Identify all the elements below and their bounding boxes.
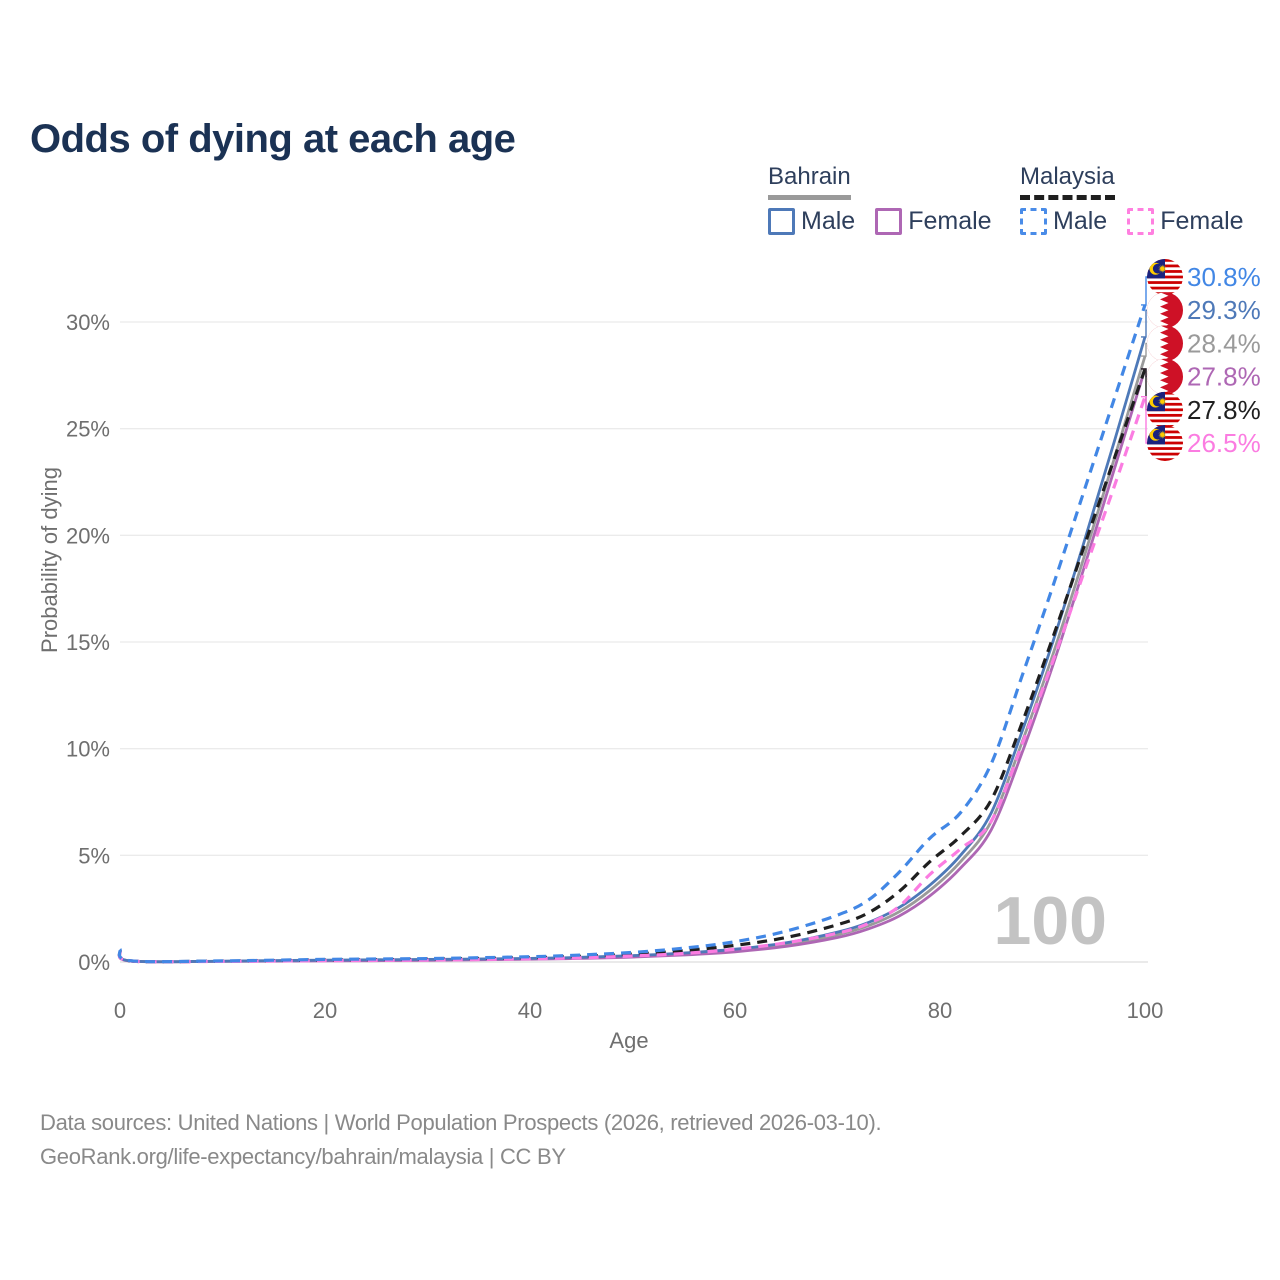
end-label-value-bahrain-male: 29.3% bbox=[1187, 295, 1261, 325]
series-line-malaysia-male bbox=[117, 304, 1147, 964]
x-tick-label: 40 bbox=[518, 998, 542, 1023]
malaysia-female-swatch-icon bbox=[1127, 208, 1155, 235]
age-watermark: 100 bbox=[994, 883, 1107, 959]
malaysia-flag-icon bbox=[1147, 391, 1183, 428]
bahrain-flag-icon bbox=[1147, 358, 1183, 395]
legend-item-label: Female bbox=[908, 207, 992, 235]
x-axis-title: Age bbox=[609, 1028, 648, 1053]
x-tick-label: 20 bbox=[313, 998, 337, 1023]
legend-item-bahrain-male[interactable]: Male bbox=[768, 207, 855, 236]
x-tick-label: 60 bbox=[723, 998, 747, 1023]
legend-group-malaysia: Malaysia Male Female bbox=[1020, 163, 1244, 236]
y-tick-label: 20% bbox=[66, 523, 110, 548]
series-line-bahrain-total bbox=[117, 355, 1147, 964]
x-tick-label: 80 bbox=[928, 998, 952, 1023]
series-line-bahrain-female bbox=[117, 368, 1147, 964]
end-label-value-malaysia-female: 26.5% bbox=[1187, 428, 1261, 458]
footer: Data sources: United Nations | World Pop… bbox=[40, 1106, 882, 1174]
end-label-value-malaysia-male: 30.8% bbox=[1187, 262, 1261, 292]
legend-item-label: Female bbox=[1160, 207, 1244, 235]
x-tick-label: 0 bbox=[114, 998, 126, 1023]
end-label-value-malaysia-total: 27.8% bbox=[1187, 395, 1261, 425]
legend-item-label: Male bbox=[801, 207, 856, 235]
legend-country-bahrain: Bahrain bbox=[768, 163, 851, 200]
y-axis-title: Probability of dying bbox=[37, 467, 62, 653]
y-tick-label: 5% bbox=[78, 843, 110, 868]
legend-item-malaysia-male[interactable]: Male bbox=[1020, 207, 1107, 236]
bahrain-male-swatch-icon bbox=[768, 208, 795, 235]
malaysia-flag-icon bbox=[1147, 259, 1183, 295]
footer-attribution: GeoRank.org/life-expectancy/bahrain/mala… bbox=[40, 1144, 566, 1169]
page-title: Odds of dying at each age bbox=[30, 116, 516, 161]
end-label-value-bahrain-female: 27.8% bbox=[1187, 362, 1261, 392]
legend: Bahrain Male Female Malaysia Male bbox=[0, 163, 1280, 243]
y-tick-label: 10% bbox=[66, 737, 110, 762]
malaysia-male-swatch-icon bbox=[1020, 208, 1047, 235]
y-tick-label: 25% bbox=[66, 417, 110, 442]
legend-item-malaysia-female[interactable]: Female bbox=[1127, 207, 1244, 236]
legend-group-bahrain: Bahrain Male Female bbox=[768, 163, 992, 236]
bahrain-female-swatch-icon bbox=[875, 208, 903, 235]
y-tick-label: 0% bbox=[78, 950, 110, 975]
series-line-malaysia-total bbox=[117, 368, 1147, 964]
series-line-malaysia-female bbox=[117, 396, 1147, 964]
malaysia-flag-icon bbox=[1147, 425, 1183, 461]
x-tick-label: 100 bbox=[1127, 998, 1164, 1023]
bahrain-flag-icon bbox=[1147, 292, 1183, 329]
y-tick-label: 15% bbox=[66, 630, 110, 655]
legend-item-bahrain-female[interactable]: Female bbox=[875, 207, 992, 236]
bahrain-flag-icon bbox=[1147, 325, 1183, 362]
footer-data-sources: Data sources: United Nations | World Pop… bbox=[40, 1110, 882, 1135]
y-tick-label: 30% bbox=[66, 310, 110, 335]
legend-country-malaysia: Malaysia bbox=[1020, 163, 1115, 200]
end-label-value-bahrain-total: 28.4% bbox=[1187, 328, 1261, 358]
legend-item-label: Male bbox=[1053, 207, 1108, 235]
series-line-bahrain-male bbox=[117, 336, 1147, 964]
